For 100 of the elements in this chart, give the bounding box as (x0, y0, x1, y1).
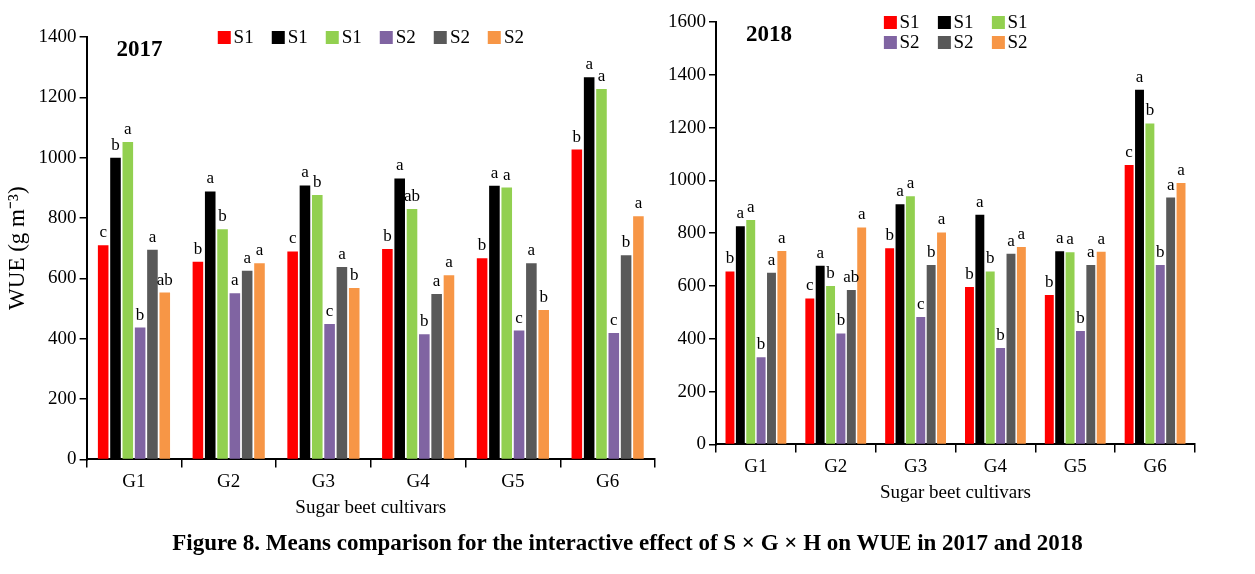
bar (608, 332, 620, 459)
bar (419, 334, 430, 459)
data-label: a (1055, 228, 1064, 248)
data-label: a (816, 242, 825, 262)
x-tick-label: G6 (596, 469, 620, 491)
data-label: a (1166, 174, 1175, 194)
data-label: a (937, 209, 946, 229)
bar (1044, 294, 1054, 444)
bar (1016, 246, 1026, 444)
bar (767, 272, 776, 444)
bar (501, 187, 513, 459)
bar (620, 255, 632, 459)
bar (241, 270, 253, 459)
data-label: a (1087, 241, 1096, 261)
bar (348, 288, 360, 459)
bar (725, 271, 735, 444)
y-tick-label: 800 (48, 206, 77, 228)
bar (965, 287, 974, 444)
bar (571, 149, 583, 459)
bar (229, 293, 241, 459)
y-tick-label: 1400 (668, 62, 706, 84)
bar (905, 196, 915, 444)
data-label: b (313, 172, 322, 192)
data-label: a (896, 181, 905, 201)
legend-label: S2 (953, 31, 974, 52)
bar (1006, 253, 1016, 444)
data-label: c (806, 275, 815, 295)
y-tick-label: 1200 (38, 85, 77, 107)
data-label: a (148, 226, 157, 246)
y-tick-label: 400 (48, 326, 77, 348)
data-label: a (301, 162, 310, 182)
bar (1096, 251, 1106, 444)
data-label: c (99, 222, 108, 242)
y-tick-label: 1000 (38, 145, 77, 167)
caption: Figure 8. Means comparison for the interactive effect of S × G × H on WUE in 2017 and 2018 (171, 530, 1084, 556)
bar (1065, 252, 1075, 444)
bar (122, 142, 134, 459)
data-label: a (906, 173, 915, 193)
legend-label: S2 (395, 26, 416, 47)
data-label: c (917, 293, 925, 313)
y-tick-label: 1600 (668, 9, 706, 31)
bar (846, 289, 856, 444)
legend-label: S1 (341, 26, 362, 47)
data-label: b (885, 225, 894, 245)
bar (1155, 264, 1165, 444)
data-label: a (597, 65, 606, 85)
data-label: b (965, 264, 974, 284)
data-label: b (1156, 241, 1165, 261)
x-tick-label: G6 (1143, 454, 1167, 476)
data-label: c (288, 228, 297, 248)
data-label: a (243, 247, 252, 267)
x-axis-title: Sugar beet cultivars (295, 495, 447, 517)
data-label: a (1135, 66, 1144, 86)
data-label: b (193, 238, 203, 258)
data-label: b (836, 310, 846, 330)
x-tick-label: G2 (824, 454, 848, 476)
data-label: a (1097, 228, 1106, 248)
bar (254, 263, 265, 459)
bar (526, 263, 537, 459)
data-label: a (634, 193, 643, 213)
data-label: a (231, 270, 240, 290)
bar (406, 208, 418, 459)
data-label: b (826, 262, 835, 282)
data-label: b (539, 287, 548, 307)
bar (746, 220, 756, 444)
bar (596, 88, 607, 459)
x-tick-label: G5 (501, 469, 525, 491)
bar (857, 227, 867, 444)
y-tick-label: 200 (677, 379, 706, 401)
y-tick-label: 1200 (668, 115, 706, 137)
data-label: a (395, 155, 404, 175)
data-label: b (1045, 271, 1054, 291)
data-label: b (985, 248, 995, 268)
data-label: b (1076, 307, 1085, 327)
data-label: c (610, 309, 619, 329)
y-tick-label: 800 (677, 221, 706, 243)
bar (836, 333, 846, 444)
data-label: a (767, 249, 776, 269)
legend-label: S2 (899, 31, 920, 52)
bar (756, 357, 766, 444)
legend-label: S1 (287, 26, 308, 47)
legend-label: S1 (899, 11, 920, 32)
bar (324, 323, 335, 459)
y-tick-label: 600 (677, 273, 706, 295)
data-label: a (527, 240, 536, 260)
data-label: b (996, 325, 1005, 345)
data-label: b (756, 334, 766, 354)
bar (97, 245, 109, 459)
data-label: ab (403, 185, 421, 205)
bar (134, 327, 146, 459)
data-label: a (338, 243, 347, 263)
y-tick-label: 600 (48, 266, 77, 288)
data-label: a (746, 196, 755, 216)
x-axis-title: Sugar beet cultivars (880, 480, 1031, 502)
data-label: b (572, 126, 582, 146)
data-label: b (111, 134, 120, 154)
bar (1145, 123, 1155, 444)
data-label: a (445, 252, 454, 272)
bar (287, 251, 298, 459)
data-label: c (515, 307, 524, 327)
